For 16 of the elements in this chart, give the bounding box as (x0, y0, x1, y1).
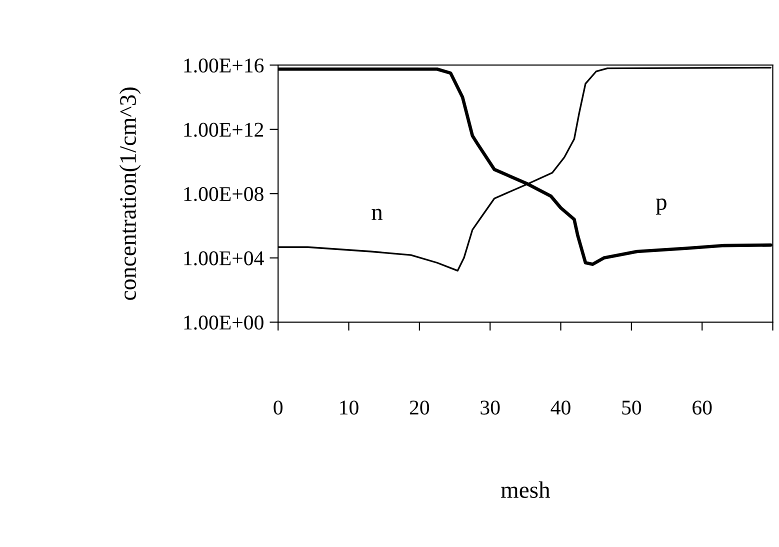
annotation: p (656, 198, 666, 215)
y-tick-label: 1.00E+00 (184, 316, 264, 330)
x-tick-label: 40 (550, 400, 570, 415)
annotation: n (372, 208, 383, 220)
y-tick-label: 1.00E+08 (184, 187, 264, 202)
y-tick-label: 1.00E+04 (184, 251, 264, 266)
x-tick-label: 0 (274, 400, 283, 415)
y-axis-title: concentration(1/cm^3) (119, 88, 141, 300)
x-axis-title: mesh (501, 481, 550, 498)
x-tick-label: 60 (692, 400, 712, 415)
x-tick-label: 50 (622, 400, 642, 415)
x-tick-label: 20 (410, 400, 430, 415)
x-tick-label: 30 (480, 400, 500, 415)
y-tick-label: 1.00E+16 (184, 58, 264, 73)
y-tick-label: 1.00E+12 (184, 122, 264, 137)
x-tick-label: 10 (340, 400, 358, 415)
